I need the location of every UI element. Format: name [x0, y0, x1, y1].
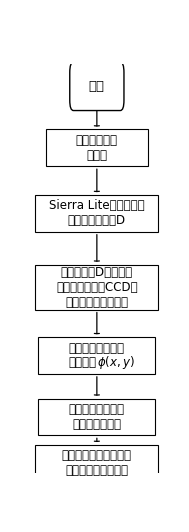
- FancyBboxPatch shape: [35, 195, 158, 232]
- Text: 计算机生成正
弦光栅: 计算机生成正 弦光栅: [76, 134, 118, 162]
- FancyBboxPatch shape: [70, 62, 124, 111]
- Text: $\phi(x,y)$: $\phi(x,y)$: [97, 354, 135, 371]
- FancyBboxPatch shape: [35, 445, 158, 481]
- FancyBboxPatch shape: [46, 129, 148, 166]
- FancyBboxPatch shape: [38, 337, 155, 374]
- FancyBboxPatch shape: [35, 264, 158, 310]
- Text: Sierra Lite抖动算法处
理得到抖动光栅D: Sierra Lite抖动算法处 理得到抖动光栅D: [49, 200, 145, 227]
- Text: 主值相位: 主值相位: [68, 355, 96, 369]
- Text: 对主值相位进行展
开得到绝对相位: 对主值相位进行展 开得到绝对相位: [69, 403, 125, 431]
- FancyBboxPatch shape: [38, 398, 155, 435]
- Text: 将抖动光栅D散焦投影
到被测物体，用CCD采
集变形光栅条纹图像: 将抖动光栅D散焦投影 到被测物体，用CCD采 集变形光栅条纹图像: [56, 265, 138, 309]
- Text: 用四步相移法求解: 用四步相移法求解: [69, 343, 125, 355]
- Text: 根据相位到高度转换公
式求得物体三维信息: 根据相位到高度转换公 式求得物体三维信息: [62, 449, 132, 477]
- Text: 开始: 开始: [89, 80, 105, 93]
